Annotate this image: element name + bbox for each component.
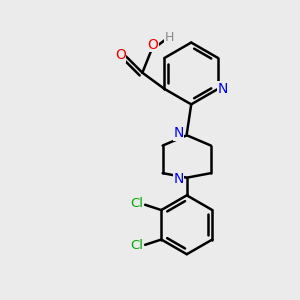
Text: O: O [147, 38, 158, 52]
Text: N: N [173, 172, 184, 186]
Text: H: H [165, 31, 174, 44]
Text: Cl: Cl [130, 239, 143, 253]
Text: Cl: Cl [130, 197, 143, 210]
Text: N: N [173, 126, 184, 140]
Text: N: N [218, 82, 229, 96]
Text: O: O [115, 48, 126, 62]
